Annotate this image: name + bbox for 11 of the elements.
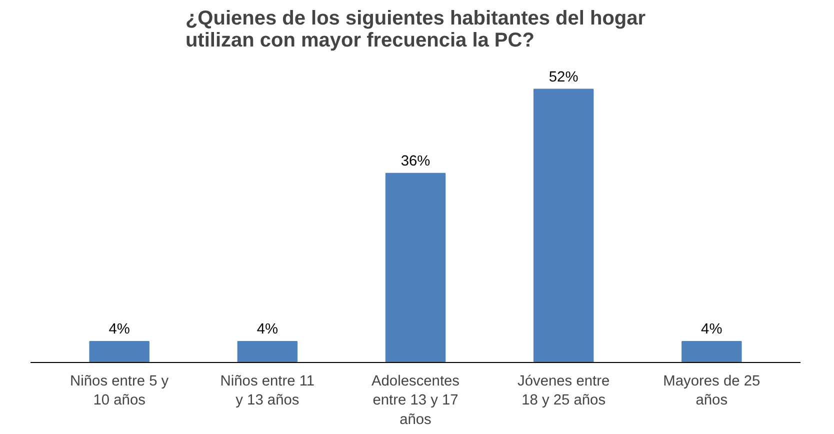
data-label: 4% (701, 321, 722, 338)
x-tick-label: Jóvenes entre 18 y 25 años (518, 374, 610, 409)
data-label: 36% (400, 153, 430, 170)
data-label: 4% (108, 321, 130, 338)
x-tick-label: Mayores de 25 años (663, 374, 760, 409)
chart-title: ¿Quienes de los siguientes habitantes del hogar utilizan con mayor frecuencia la PC? (185, 8, 646, 52)
x-tick-label: Niños entre 5 y 10 años (70, 374, 170, 409)
x-tick-label: Adolescentes entre 13 y 17 años (372, 374, 460, 428)
data-label: 4% (256, 321, 278, 338)
data-label: 52% (548, 69, 578, 86)
x-tick-label: Niños entre 11 y 13 años (220, 374, 315, 409)
